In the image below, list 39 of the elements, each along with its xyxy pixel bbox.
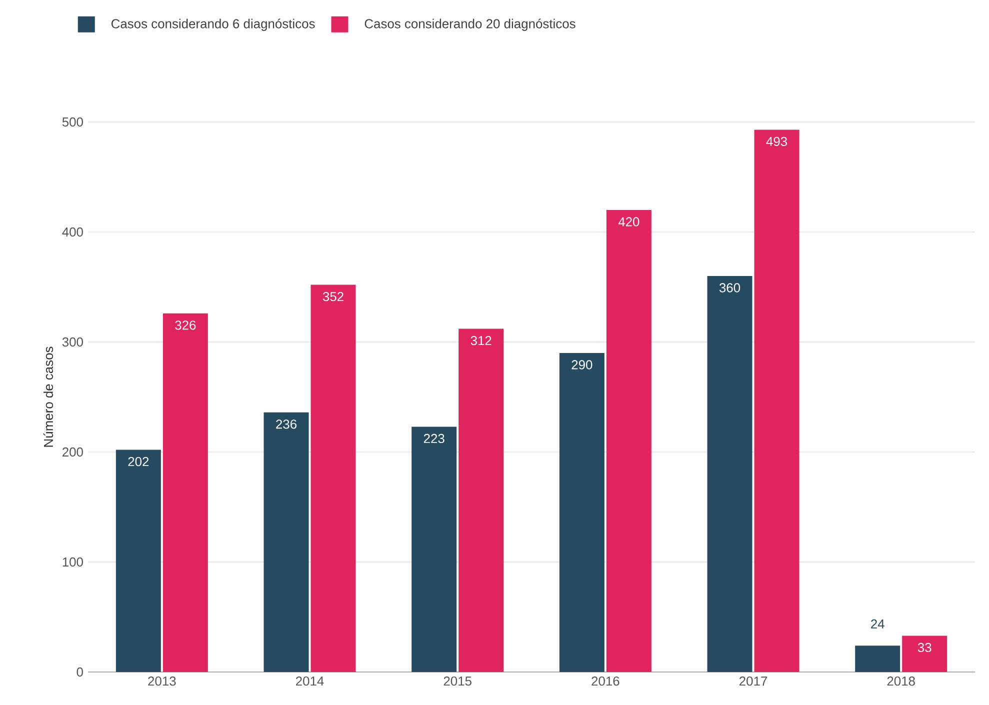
y-tick-label: 300 xyxy=(62,337,83,347)
y-tick-label: 500 xyxy=(62,117,83,127)
x-tick-label: 2013 xyxy=(148,676,176,686)
data-label: 33 xyxy=(918,642,932,652)
data-label: 326 xyxy=(175,320,196,330)
bar xyxy=(707,276,752,672)
x-tick-label: 2016 xyxy=(592,676,620,686)
data-label: 352 xyxy=(322,292,344,302)
bar xyxy=(855,646,900,672)
legend-label: Casos considerando 20 diagnósticos xyxy=(364,18,576,31)
y-tick-label: 100 xyxy=(62,557,83,567)
x-tick-label: 2018 xyxy=(887,676,915,686)
data-label: 24 xyxy=(871,619,884,628)
data-label: 290 xyxy=(572,360,592,370)
y-tick-label: 0 xyxy=(76,667,83,677)
bar xyxy=(559,353,604,672)
y-axis-title: Número de casos xyxy=(43,346,54,447)
legend-label: Casos considerando 6 diagnósticos xyxy=(111,18,315,31)
bar xyxy=(162,313,208,672)
bar xyxy=(264,412,309,672)
x-tick-label: 2014 xyxy=(296,676,324,686)
data-label: 312 xyxy=(470,336,492,346)
x-tick-label: 2015 xyxy=(444,676,472,686)
x-tick-label: 2017 xyxy=(740,676,767,686)
y-tick-label: 400 xyxy=(62,227,83,237)
bar xyxy=(116,450,161,672)
bar xyxy=(310,284,356,672)
bar xyxy=(458,328,504,672)
y-tick-label: 200 xyxy=(62,447,83,457)
data-label: 202 xyxy=(128,456,149,466)
data-label: 420 xyxy=(618,217,640,226)
bar xyxy=(412,426,457,672)
bar xyxy=(902,636,948,672)
data-label: 360 xyxy=(719,283,740,292)
data-label: 493 xyxy=(766,136,787,146)
bar xyxy=(754,130,800,672)
bar xyxy=(606,210,652,672)
data-label: 236 xyxy=(276,420,296,429)
data-label: 223 xyxy=(424,434,444,444)
